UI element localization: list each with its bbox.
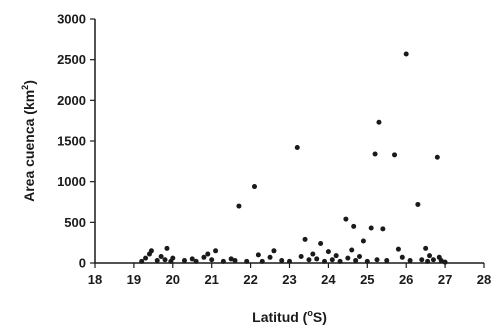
- y-tick-label: 500: [64, 215, 86, 230]
- y-axis-title-main: Area cuenca (km: [21, 90, 37, 202]
- data-point: [162, 257, 168, 263]
- data-point: [333, 253, 339, 259]
- data-point: [170, 255, 176, 261]
- y-tick-label: 0: [79, 256, 86, 271]
- data-point: [374, 257, 380, 263]
- data-point: [228, 256, 234, 262]
- data-point: [337, 258, 343, 264]
- data-point: [244, 258, 250, 264]
- data-point: [213, 248, 219, 254]
- data-point: [425, 258, 431, 264]
- data-point: [353, 258, 359, 264]
- data-point: [364, 258, 370, 264]
- data-point: [148, 248, 154, 254]
- data-point: [430, 257, 436, 263]
- x-tick-label: 19: [127, 272, 141, 287]
- data-point: [255, 252, 261, 258]
- data-point: [427, 253, 433, 259]
- data-point: [251, 184, 257, 190]
- data-point: [154, 258, 160, 264]
- data-point: [399, 254, 405, 260]
- data-point: [384, 258, 390, 264]
- data-point: [201, 254, 207, 260]
- data-points: [139, 51, 448, 265]
- axes: [94, 19, 484, 264]
- y-tick-label: 2500: [57, 52, 86, 67]
- y-axis-title-superscript: 2: [20, 85, 30, 90]
- data-point: [306, 257, 312, 263]
- data-point: [220, 258, 226, 264]
- data-point: [380, 226, 386, 232]
- data-point: [158, 253, 164, 259]
- data-point: [267, 254, 273, 260]
- data-point: [322, 258, 328, 264]
- y-axis-title-end: ): [21, 80, 37, 85]
- x-tick-label: 22: [243, 272, 257, 287]
- x-tick-label: 21: [204, 272, 218, 287]
- data-point: [357, 253, 363, 259]
- data-point: [372, 151, 378, 157]
- data-point: [329, 257, 335, 263]
- data-point: [164, 245, 170, 251]
- data-point: [236, 203, 242, 209]
- x-tick-label: 20: [166, 272, 180, 287]
- data-point: [368, 225, 374, 231]
- x-tick-label: 18: [88, 272, 102, 287]
- data-point: [403, 51, 409, 57]
- y-axis-title: Area cuenca (km2): [20, 80, 37, 202]
- x-tick-label: 28: [477, 272, 491, 287]
- data-point: [419, 257, 425, 263]
- data-point: [143, 255, 149, 261]
- data-point: [310, 251, 316, 257]
- data-point: [302, 236, 308, 242]
- data-point: [434, 154, 440, 160]
- data-point: [345, 255, 351, 261]
- data-point: [279, 258, 285, 264]
- data-point: [139, 258, 145, 264]
- x-tick-label: 24: [321, 272, 336, 287]
- data-point: [318, 240, 324, 246]
- y-tick-label: 1000: [57, 174, 86, 189]
- data-point: [205, 251, 211, 257]
- y-ticks: 0 500 1000 1500 2000 2500 3000: [57, 12, 95, 271]
- data-point: [181, 258, 187, 264]
- x-tick-label: 23: [282, 272, 296, 287]
- x-tick-label: 25: [360, 272, 374, 287]
- data-point: [298, 253, 304, 259]
- x-axis-title-end: S): [313, 309, 327, 325]
- data-point: [351, 223, 357, 229]
- y-tick-label: 3000: [57, 12, 86, 27]
- y-tick-label: 1500: [57, 134, 86, 149]
- data-point: [294, 145, 300, 151]
- data-point: [442, 259, 448, 265]
- data-point: [395, 246, 401, 252]
- y-tick-label: 2000: [57, 93, 86, 108]
- data-point: [259, 258, 265, 264]
- x-axis-title-degree: o: [307, 308, 313, 318]
- data-point: [271, 248, 277, 254]
- x-axis-title: Latitud (oS): [252, 308, 327, 325]
- x-ticks: 18 19 20 21 22 23 24 25 26 27 28: [88, 263, 491, 287]
- data-point: [314, 256, 320, 262]
- data-point: [349, 247, 355, 253]
- data-point: [438, 258, 444, 264]
- data-point: [325, 249, 331, 255]
- data-point: [376, 119, 382, 125]
- data-point: [287, 258, 292, 264]
- x-tick-label: 27: [438, 272, 452, 287]
- data-point: [209, 257, 215, 263]
- data-point: [232, 258, 238, 264]
- data-point: [189, 256, 195, 262]
- data-point: [360, 238, 366, 244]
- data-point: [407, 258, 413, 264]
- data-point: [423, 245, 429, 251]
- data-point: [392, 152, 398, 158]
- data-point: [415, 201, 421, 207]
- data-point: [343, 216, 349, 222]
- x-axis-title-main: Latitud (: [252, 309, 308, 325]
- x-tick-label: 26: [399, 272, 413, 287]
- data-point: [193, 258, 199, 264]
